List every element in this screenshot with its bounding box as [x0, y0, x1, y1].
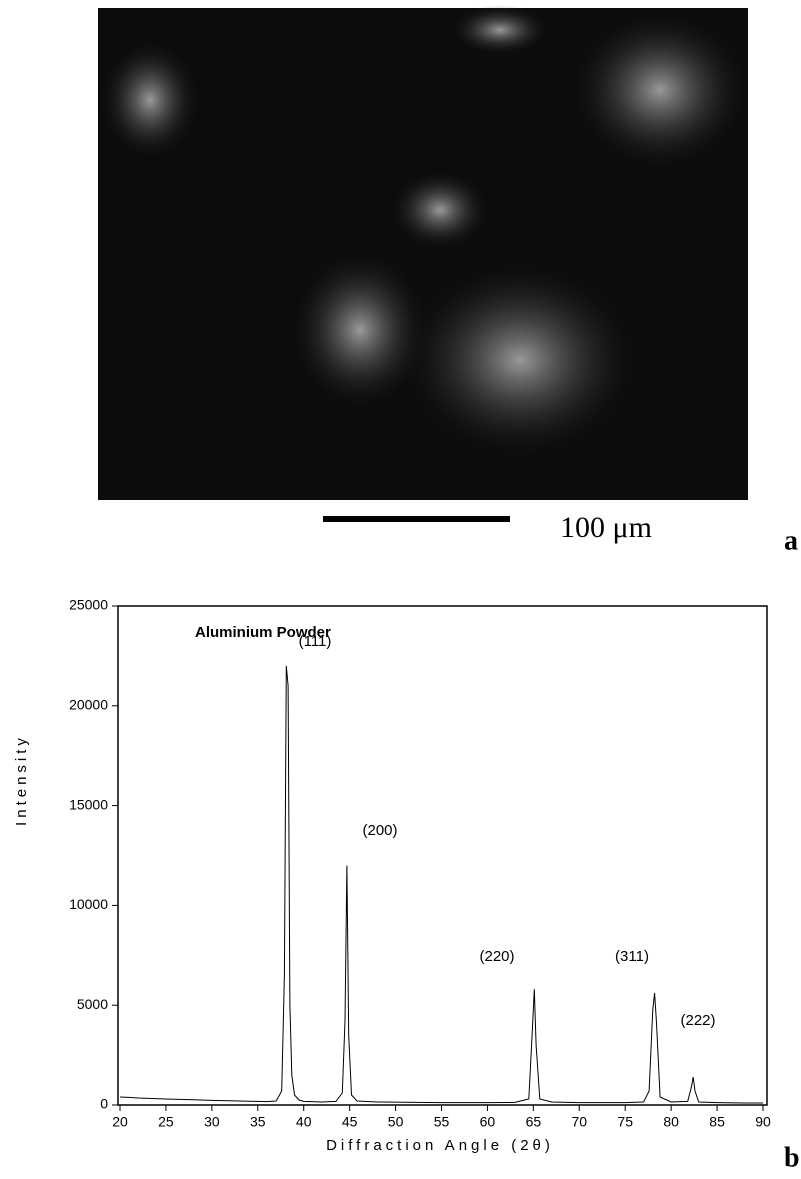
y-tick-label: 0: [100, 1096, 108, 1112]
x-tick-label: 35: [250, 1114, 266, 1130]
x-tick-label: 40: [296, 1114, 312, 1130]
x-tick-label: 85: [709, 1114, 725, 1130]
panel-label: b: [784, 1142, 800, 1173]
chart-title: Aluminium Powder: [195, 624, 331, 641]
x-axis-label: Diffraction Angle (2θ): [326, 1137, 554, 1154]
data-line: [119, 665, 763, 1104]
y-tick-label: 25000: [69, 597, 108, 613]
x-tick-label: 50: [388, 1114, 404, 1130]
x-tick-label: 55: [434, 1114, 450, 1130]
panel-label: a: [784, 525, 798, 556]
x-tick-label: 20: [112, 1114, 128, 1130]
x-tick-label: 45: [342, 1114, 358, 1130]
x-tick-label: 65: [526, 1114, 542, 1130]
y-tick-label: 10000: [69, 896, 108, 912]
x-tick-label: 60: [480, 1114, 496, 1130]
x-tick-label: 70: [571, 1114, 587, 1130]
x-tick-label: 90: [755, 1114, 771, 1130]
x-tick-label: 25: [158, 1114, 174, 1130]
x-tick-label: 80: [663, 1114, 679, 1130]
x-tick-label: 75: [617, 1114, 633, 1130]
peak-annotation: (220): [479, 948, 514, 965]
y-axis-label: Intensity: [13, 734, 30, 826]
scale-label: 100 μm: [560, 511, 652, 544]
x-tick-label: 30: [204, 1114, 220, 1130]
peak-annotation: (111): [299, 633, 332, 650]
plot-frame: [117, 605, 768, 1106]
peak-annotation: (311): [615, 948, 649, 965]
peak-annotation: (222): [680, 1012, 715, 1029]
y-tick-label: 5000: [77, 996, 108, 1012]
peak-annotation: (200): [362, 822, 397, 839]
scale-bar: [323, 516, 510, 522]
sem-image: [98, 5, 750, 500]
y-tick-label: 20000: [69, 697, 108, 713]
y-tick-label: 15000: [69, 796, 108, 812]
